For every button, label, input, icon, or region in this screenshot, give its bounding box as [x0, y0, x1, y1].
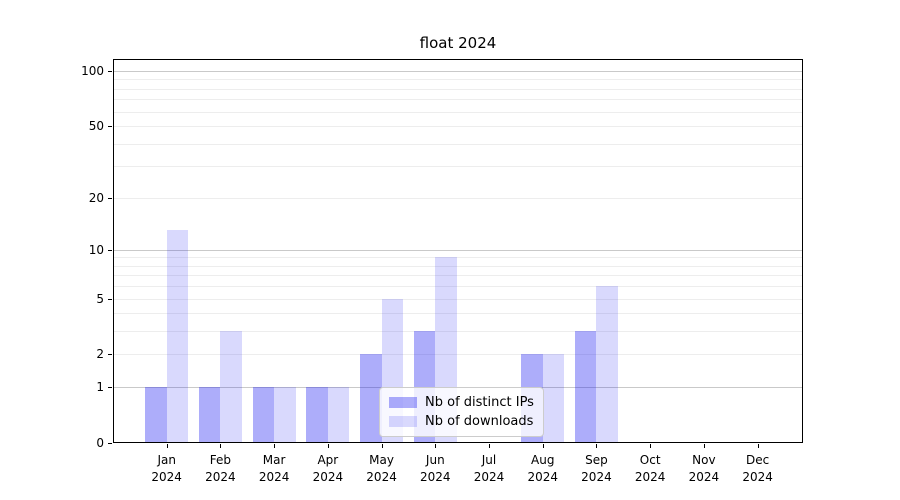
bar-ips-feb-2024	[198, 387, 221, 443]
gridline-minor	[113, 257, 803, 259]
y-tick-label: 1	[96, 380, 104, 395]
gridline-minor	[113, 313, 803, 315]
gridline-minor	[113, 166, 803, 168]
x-tick-mark	[596, 444, 598, 448]
x-tick-mark	[650, 444, 652, 448]
legend: Nb of distinct IPs Nb of downloads	[379, 387, 544, 437]
x-tick-label: Nov 2024	[688, 453, 720, 484]
gridline-minor	[113, 331, 803, 333]
bar-ips-sep-2024	[574, 331, 597, 443]
gridline-minor	[113, 197, 803, 199]
x-tick-label: Apr 2024	[312, 453, 344, 484]
x-tick-label: Aug 2024	[527, 453, 558, 484]
x-tick-mark	[435, 444, 437, 448]
x-tick-mark	[489, 444, 491, 448]
plot-area: Nb of distinct IPs Nb of downloads	[113, 59, 803, 443]
y-tick-label: 2	[96, 347, 104, 362]
x-tick-label: Mar 2024	[258, 453, 290, 484]
plot-frame	[113, 59, 803, 443]
bar-ips-jan-2024	[145, 387, 167, 443]
gridline-minor	[113, 99, 803, 101]
gridline-minor	[113, 88, 803, 90]
y-tick-label: 10	[88, 242, 104, 257]
gridline-minor	[113, 298, 803, 300]
bar-downloads-jan-2024	[166, 230, 189, 443]
gridline-minor	[113, 265, 803, 267]
x-tick-label: Jan 2024	[151, 453, 182, 484]
y-tick-mark	[108, 70, 112, 72]
y-tick-mark	[108, 443, 112, 444]
gridline-minor	[113, 143, 803, 145]
y-tick-label: 0	[96, 436, 104, 450]
x-tick-mark	[166, 444, 168, 448]
y-tick-label: 20	[88, 190, 104, 205]
x-tick-label: May 2024	[366, 453, 397, 484]
x-tick-label: Jun 2024	[420, 453, 451, 484]
y-tick-mark	[108, 125, 112, 127]
x-tick-label: Jul 2024	[473, 453, 505, 484]
y-tick-label: 5	[96, 291, 104, 306]
y-tick-mark	[108, 354, 112, 356]
x-tick-mark	[381, 444, 383, 448]
bar-downloads-feb-2024	[220, 331, 242, 443]
x-tick-mark	[220, 444, 222, 448]
gridline-minor	[113, 79, 803, 81]
legend-label-distinct-ips: Nb of distinct IPs	[425, 394, 534, 410]
gridline-minor	[113, 125, 803, 127]
bar-downloads-apr-2024	[327, 387, 350, 443]
y-tick-label: 50	[88, 118, 104, 133]
gridline-minor	[113, 111, 803, 113]
legend-swatch-distinct-ips	[389, 397, 417, 408]
x-tick-mark	[327, 444, 329, 448]
bar-downloads-sep-2024	[596, 286, 618, 443]
bar-downloads-mar-2024	[274, 387, 296, 443]
y-tick-mark	[108, 197, 112, 199]
x-tick-mark	[542, 444, 544, 448]
x-tick-label: Sep 2024	[581, 453, 612, 484]
y-tick-mark	[108, 387, 112, 389]
legend-item-downloads: Nb of downloads	[389, 413, 534, 429]
gridline-major	[113, 70, 803, 72]
legend-swatch-downloads	[389, 416, 417, 427]
bar-ips-mar-2024	[252, 387, 275, 443]
legend-item-distinct-ips: Nb of distinct IPs	[389, 394, 534, 410]
bar-ips-apr-2024	[306, 387, 328, 443]
x-tick-label: Feb 2024	[205, 453, 236, 484]
x-tick-mark	[274, 444, 276, 448]
x-tick-label: Oct 2024	[634, 453, 666, 484]
x-tick-mark	[757, 444, 759, 448]
chart-title: float 2024	[419, 34, 497, 52]
x-tick-label: Dec 2024	[742, 453, 773, 484]
gridline-minor	[113, 286, 803, 288]
y-tick-label: 100	[81, 63, 104, 78]
bar-downloads-aug-2024	[542, 354, 565, 443]
gridline-minor	[113, 354, 803, 356]
x-tick-mark	[703, 444, 705, 448]
gridline-minor	[113, 275, 803, 277]
y-tick-mark	[108, 298, 112, 300]
gridline-major	[113, 249, 803, 251]
legend-label-downloads: Nb of downloads	[425, 413, 534, 429]
y-tick-mark	[108, 249, 112, 251]
bar-ips-may-2024	[360, 354, 382, 443]
